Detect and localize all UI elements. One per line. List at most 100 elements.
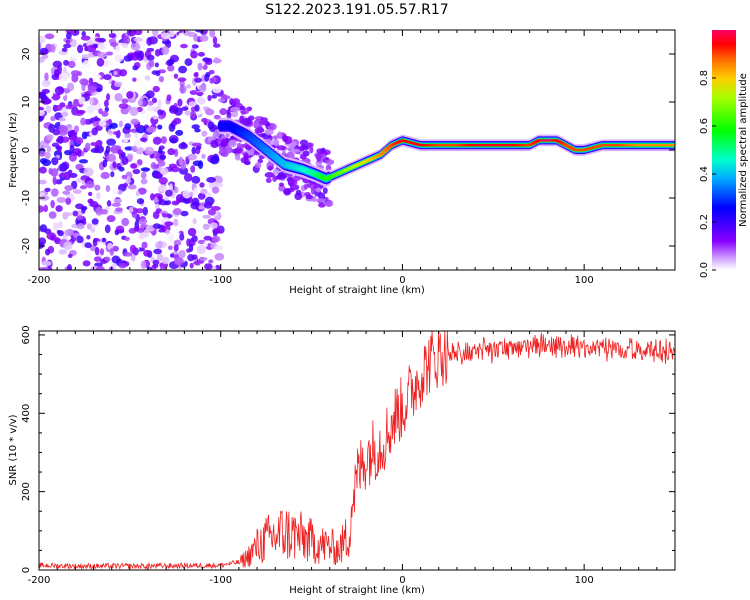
noise-point — [100, 171, 110, 180]
spectrogram-marks — [39, 30, 675, 270]
noise-point — [173, 73, 179, 79]
noise-point — [157, 185, 167, 193]
noise-point — [170, 166, 181, 173]
noise-point — [147, 105, 155, 112]
noise-point — [76, 235, 84, 244]
noise-point — [113, 70, 118, 76]
noise-point — [173, 186, 179, 194]
snr-frame — [38, 330, 676, 571]
noise-point — [152, 115, 158, 120]
noise-point — [168, 122, 176, 132]
snr-marks — [39, 331, 675, 570]
noise-point — [146, 266, 153, 270]
noise-point — [272, 174, 277, 183]
noise-point — [203, 240, 209, 248]
noise-point — [94, 262, 103, 267]
noise-point — [81, 83, 86, 92]
noise-point — [70, 70, 81, 77]
colorbar-tick-label: 0.6 — [699, 118, 710, 134]
noise-point — [175, 124, 180, 130]
noise-point — [249, 148, 255, 156]
noise-point — [258, 120, 268, 126]
noise-point — [153, 172, 163, 178]
noise-point — [187, 153, 198, 161]
noise-point — [168, 183, 173, 192]
noise-point — [95, 265, 105, 270]
noise-point — [92, 120, 100, 127]
ridge-segment — [671, 144, 675, 147]
noise-point — [112, 245, 119, 252]
noise-point — [71, 53, 80, 60]
noise-point — [52, 222, 59, 231]
noise-point — [173, 218, 179, 227]
noise-point — [278, 182, 285, 187]
noise-point — [228, 139, 237, 148]
noise-point — [197, 62, 203, 71]
noise-point — [239, 105, 246, 111]
noise-point — [152, 136, 162, 145]
noise-point — [81, 30, 86, 37]
noise-point — [68, 172, 78, 178]
noise-point — [97, 51, 107, 58]
colorbar-tick-label: 0.4 — [699, 166, 710, 182]
noise-point — [205, 108, 215, 116]
spectrogram-y-tick-label: -20 — [21, 238, 32, 254]
noise-point — [40, 50, 49, 55]
snr-x-tick-label: 0 — [399, 575, 405, 586]
noise-point — [132, 65, 139, 71]
noise-point — [315, 198, 326, 203]
spectrogram-y-axis-label: Frequency (Hz) — [8, 112, 19, 188]
noise-point — [58, 72, 68, 82]
noise-point — [203, 235, 213, 241]
noise-point — [72, 210, 79, 217]
noise-point — [78, 61, 83, 71]
noise-point — [258, 133, 266, 138]
noise-point — [175, 129, 184, 136]
noise-point — [190, 165, 196, 173]
chart-title: S122.2023.191.05.57.R17 — [265, 2, 448, 18]
noise-point — [105, 145, 111, 154]
noise-point — [141, 241, 148, 249]
colorbar-scale — [712, 30, 736, 270]
noise-point — [45, 248, 51, 256]
noise-point — [200, 188, 208, 195]
noise-point — [167, 245, 173, 251]
noise-point — [87, 85, 97, 93]
noise-point — [84, 242, 92, 249]
noise-point — [51, 142, 60, 148]
noise-point — [242, 117, 252, 126]
noise-point — [283, 136, 293, 144]
noise-point — [105, 51, 114, 56]
noise-point — [64, 149, 72, 156]
noise-point — [39, 166, 47, 174]
noise-point — [112, 161, 117, 169]
noise-point — [50, 43, 56, 53]
noise-point — [202, 214, 211, 219]
noise-point — [117, 149, 124, 156]
noise-point — [187, 254, 195, 262]
noise-point — [44, 72, 49, 81]
noise-point — [161, 45, 170, 55]
noise-point — [43, 204, 49, 213]
noise-point — [93, 115, 99, 122]
noise-point — [63, 59, 70, 66]
noise-point — [194, 104, 200, 112]
noise-point — [310, 186, 316, 195]
noise-point — [140, 178, 148, 185]
noise-point — [199, 84, 207, 93]
noise-point — [61, 47, 68, 53]
noise-point — [114, 230, 119, 236]
noise-point — [56, 154, 61, 159]
noise-point — [192, 218, 197, 225]
spectrogram-y-tick-label: 0 — [21, 147, 32, 153]
noise-point — [55, 179, 63, 185]
spectrogram-x-axis-label: Height of straight line (km) — [289, 285, 425, 296]
noise-point — [193, 72, 198, 78]
noise-point — [114, 81, 123, 88]
noise-point — [254, 162, 262, 169]
noise-point — [199, 34, 209, 42]
noise-point — [95, 139, 103, 147]
noise-point — [59, 162, 68, 172]
noise-point — [41, 88, 50, 94]
noise-point — [173, 107, 183, 116]
